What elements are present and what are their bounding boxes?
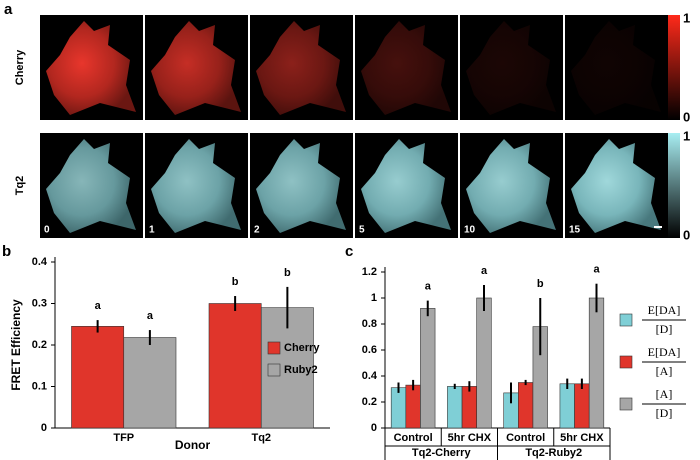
y-tick-label: 1.2 <box>362 266 377 278</box>
row-label: Cherry <box>14 49 26 85</box>
x-axis-label: Donor <box>175 438 211 452</box>
scale-bar <box>654 226 662 228</box>
y-tick-label: 0.2 <box>362 396 377 408</box>
cell <box>361 139 451 233</box>
frame-label: 5 <box>359 225 365 236</box>
colorbar-label: 1 <box>683 10 690 25</box>
cell <box>466 21 556 115</box>
y-tick-label: 0.4 <box>32 256 48 268</box>
significance-letter: a <box>425 281 432 293</box>
cell <box>46 21 136 115</box>
y-tick-label: 0.1 <box>32 380 47 392</box>
legend-swatch <box>267 363 281 377</box>
legend-numerator: E[DA] <box>648 303 681 317</box>
row-label: Tq2 <box>14 176 26 196</box>
bar <box>71 326 125 429</box>
significance-letter: b <box>232 276 239 288</box>
legend-swatch <box>619 355 633 369</box>
bar <box>518 382 534 429</box>
bar <box>405 384 421 429</box>
legend-swatch <box>267 341 281 355</box>
cell <box>466 139 556 233</box>
significance-letter: a <box>593 264 600 276</box>
group-label: Tq2-Ruby2 <box>525 447 582 459</box>
bar <box>208 303 262 429</box>
bar <box>447 386 463 429</box>
cell <box>151 139 241 233</box>
legend-numerator: E[DA] <box>648 345 681 359</box>
cell <box>256 21 346 115</box>
significance-letter: a <box>147 310 154 322</box>
bar <box>588 297 605 429</box>
colorbar-label: 1 <box>683 128 690 143</box>
x-tick-label: 5hr CHX <box>560 432 604 444</box>
cell <box>151 21 241 115</box>
frame-label: 2 <box>254 225 260 236</box>
bar <box>559 383 575 429</box>
y-tick-label: 0.4 <box>362 370 378 382</box>
panel-c: c 0 0.2 0.4 0.6 0.8 1 1.2 a Control a 5hr CHX b Contr… <box>345 243 686 460</box>
bar <box>420 308 436 429</box>
x-tick-label: Control <box>506 432 545 444</box>
y-axis-label: FRET Efficiency <box>9 299 23 391</box>
bar <box>476 297 492 429</box>
legend-numerator: [A] <box>656 387 673 401</box>
colorbar <box>668 133 680 238</box>
panel-label: a <box>4 1 13 18</box>
panel-label: c <box>345 243 353 260</box>
x-tick-label: TFP <box>113 432 134 444</box>
y-tick-label: 0.2 <box>32 339 47 351</box>
x-tick-label: Control <box>394 432 433 444</box>
legend-label: Ruby2 <box>284 364 318 376</box>
cell <box>361 21 451 115</box>
y-tick-label: 0.8 <box>362 318 377 330</box>
frame-label: 10 <box>464 225 476 236</box>
bar <box>574 383 590 429</box>
legend-denominator: [D] <box>656 322 673 336</box>
colorbar-label: 0 <box>683 227 690 242</box>
x-tick-label: 5hr CHX <box>448 432 492 444</box>
significance-letter: b <box>537 278 544 290</box>
bar <box>123 337 177 429</box>
legend-denominator: [D] <box>656 406 673 420</box>
colorbar <box>668 15 680 120</box>
y-tick-label: 0.6 <box>362 344 377 356</box>
legend-swatch <box>619 397 633 411</box>
image-row <box>40 15 668 120</box>
panel-label: b <box>2 243 11 260</box>
x-tick-label: Tq2 <box>251 432 271 444</box>
cell <box>256 139 346 233</box>
colorbar-label: 0 <box>683 109 690 124</box>
legend-label: Cherry <box>284 342 320 354</box>
cell <box>46 139 136 233</box>
bar <box>461 386 477 429</box>
panel-b: b 0 0.1 0.2 0.3 0.4 FRET Efficiency a a TFP b b Tq2 D… <box>2 243 330 452</box>
cell <box>571 21 661 115</box>
image-row <box>40 133 668 238</box>
y-tick-label: 0 <box>41 422 47 434</box>
significance-letter: b <box>284 267 291 279</box>
y-tick-label: 1 <box>371 292 377 304</box>
frame-label: 0 <box>44 225 50 236</box>
y-tick-label: 0.3 <box>32 297 47 309</box>
significance-letter: a <box>481 265 488 277</box>
frame-label: 1 <box>149 225 155 236</box>
significance-letter: a <box>95 300 102 312</box>
frame-label: 15 <box>569 225 581 236</box>
legend-swatch <box>619 313 633 327</box>
legend-denominator: [A] <box>656 364 673 378</box>
group-label: Tq2-Cherry <box>412 447 472 459</box>
y-tick-label: 0 <box>371 422 377 434</box>
cell <box>571 139 661 233</box>
bar <box>390 387 407 429</box>
